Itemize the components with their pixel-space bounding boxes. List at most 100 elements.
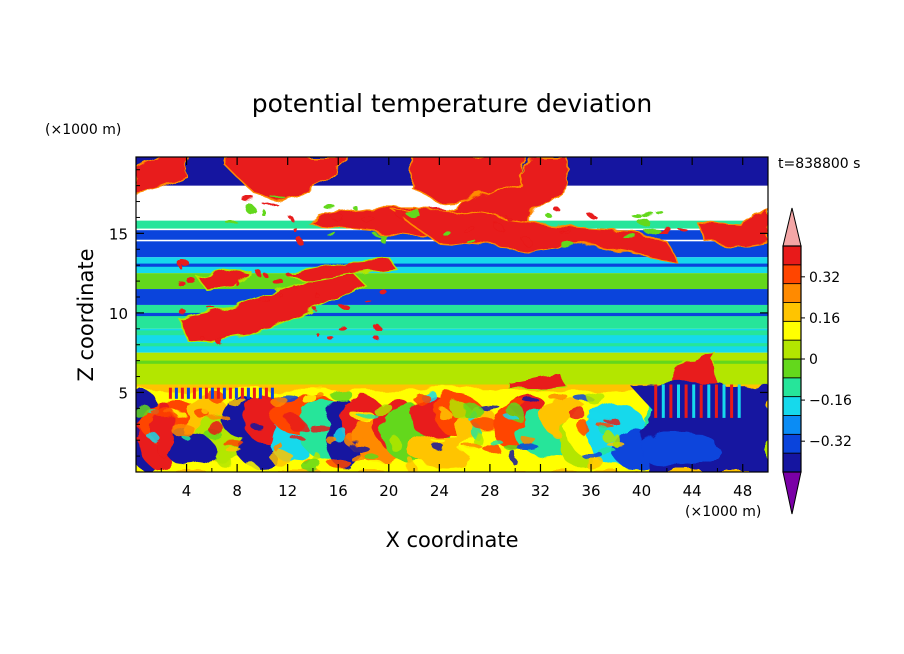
upper-cell bbox=[461, 227, 477, 232]
wave-stripe bbox=[661, 384, 665, 418]
warm-patch bbox=[136, 157, 193, 192]
upper-cell bbox=[431, 208, 446, 211]
eddy-cell bbox=[317, 392, 325, 401]
eddy-cell bbox=[489, 440, 504, 446]
eddy-cell bbox=[330, 388, 353, 402]
colorbar-label: 0.16 bbox=[809, 311, 840, 327]
mid-cell bbox=[317, 334, 322, 338]
mid-cell bbox=[329, 337, 336, 342]
eddy-cell bbox=[505, 445, 521, 452]
mid-cell bbox=[313, 292, 319, 297]
x-unit-label: (×1000 m) bbox=[685, 504, 761, 520]
warm-patch bbox=[224, 157, 351, 199]
eddy-cell bbox=[599, 425, 609, 434]
eddy-cell bbox=[547, 392, 568, 400]
wave-stripe bbox=[234, 387, 238, 399]
upper-cell bbox=[242, 203, 254, 211]
eddy bbox=[639, 431, 720, 468]
wave-stripe bbox=[270, 387, 274, 399]
x-tick-label: 24 bbox=[430, 482, 449, 500]
mid-cell bbox=[198, 334, 204, 341]
upper-cell bbox=[520, 235, 530, 243]
colorbar-labels: 0.32 0.16 0 −0.16 −0.32 bbox=[801, 270, 852, 450]
mid-cell bbox=[264, 275, 270, 279]
eddy-cell bbox=[363, 452, 378, 459]
gravity-wave-stripes bbox=[168, 384, 741, 418]
eddy-cell bbox=[152, 408, 175, 418]
mid-cell bbox=[272, 277, 283, 285]
eddy-cell bbox=[248, 421, 261, 428]
wave-stripe bbox=[210, 387, 214, 399]
upper-cell bbox=[637, 210, 653, 214]
eddy-cell bbox=[578, 419, 589, 436]
upper-cell bbox=[323, 204, 336, 210]
y-tick-label: 10 bbox=[109, 305, 128, 323]
eddy-cell bbox=[504, 414, 518, 419]
colorbar-label: −0.16 bbox=[809, 393, 852, 409]
x-tick-label: 20 bbox=[379, 482, 398, 500]
wave-stripe bbox=[707, 384, 711, 418]
upper-cell bbox=[295, 237, 303, 244]
upper-cell bbox=[376, 232, 384, 240]
eddy-cell bbox=[225, 446, 241, 452]
wave-stripe bbox=[692, 384, 696, 418]
warm-patch bbox=[395, 211, 680, 266]
x-tick-label: 12 bbox=[278, 482, 297, 500]
eddy-cell bbox=[203, 409, 211, 416]
upper-cell bbox=[262, 202, 278, 205]
colorbar-segment bbox=[782, 245, 802, 266]
colorbar-label: 0.32 bbox=[809, 270, 840, 286]
level-band bbox=[136, 343, 768, 347]
mid-cell bbox=[313, 308, 319, 311]
wave-stripe bbox=[168, 387, 172, 399]
temperature-field bbox=[136, 157, 768, 472]
colorbar-segment bbox=[782, 377, 802, 397]
y-axis-ticks: 5 10 15 bbox=[109, 169, 768, 457]
eddy-cell bbox=[328, 458, 351, 469]
level-band bbox=[136, 293, 768, 297]
eddy-cell bbox=[290, 435, 304, 441]
mid-cell bbox=[257, 271, 263, 278]
colorbar-segment bbox=[782, 264, 802, 284]
upper-cell bbox=[654, 210, 663, 214]
wave-stripe bbox=[669, 384, 673, 418]
mid-cell bbox=[371, 323, 376, 328]
upper-cell bbox=[467, 241, 479, 245]
warm-patch bbox=[698, 211, 768, 247]
eddy-cell bbox=[275, 441, 282, 455]
upper-cell bbox=[326, 232, 338, 236]
wave-stripe bbox=[240, 387, 244, 399]
eddy-cell bbox=[149, 436, 162, 442]
colorbar-segment bbox=[782, 320, 802, 341]
colorbar-label: 0 bbox=[809, 352, 818, 368]
mid-cell bbox=[374, 336, 381, 342]
wave-stripe bbox=[722, 384, 726, 418]
eddy-cell bbox=[414, 393, 431, 406]
eddy-cell bbox=[206, 415, 230, 420]
wave-stripe bbox=[714, 384, 718, 418]
wave-stripe bbox=[684, 384, 688, 418]
upper-cell bbox=[677, 228, 687, 231]
eddy-cell bbox=[579, 450, 602, 458]
upper-cell bbox=[361, 216, 375, 222]
wave-stripe bbox=[174, 387, 178, 399]
eddy-cell bbox=[583, 455, 604, 469]
mid-cell bbox=[363, 299, 371, 302]
eddy-cell bbox=[242, 461, 258, 472]
mid-cell bbox=[292, 284, 296, 288]
eddy-cell bbox=[172, 445, 196, 451]
eddy-cell bbox=[209, 422, 224, 437]
eddy-cell bbox=[552, 430, 563, 439]
x-tick-label: 32 bbox=[531, 482, 550, 500]
mid-cell bbox=[338, 303, 348, 308]
eddy-cell bbox=[523, 435, 536, 447]
y-unit-label: (×1000 m) bbox=[45, 122, 121, 138]
colorbar-segment bbox=[782, 452, 802, 473]
eddy-cell bbox=[533, 434, 557, 450]
eddy bbox=[170, 433, 215, 466]
eddy-cell bbox=[460, 402, 482, 418]
upper-cell bbox=[415, 211, 422, 217]
eddy-cell bbox=[303, 394, 319, 406]
colorbar-segment bbox=[782, 396, 802, 416]
mid-cell bbox=[235, 280, 239, 286]
